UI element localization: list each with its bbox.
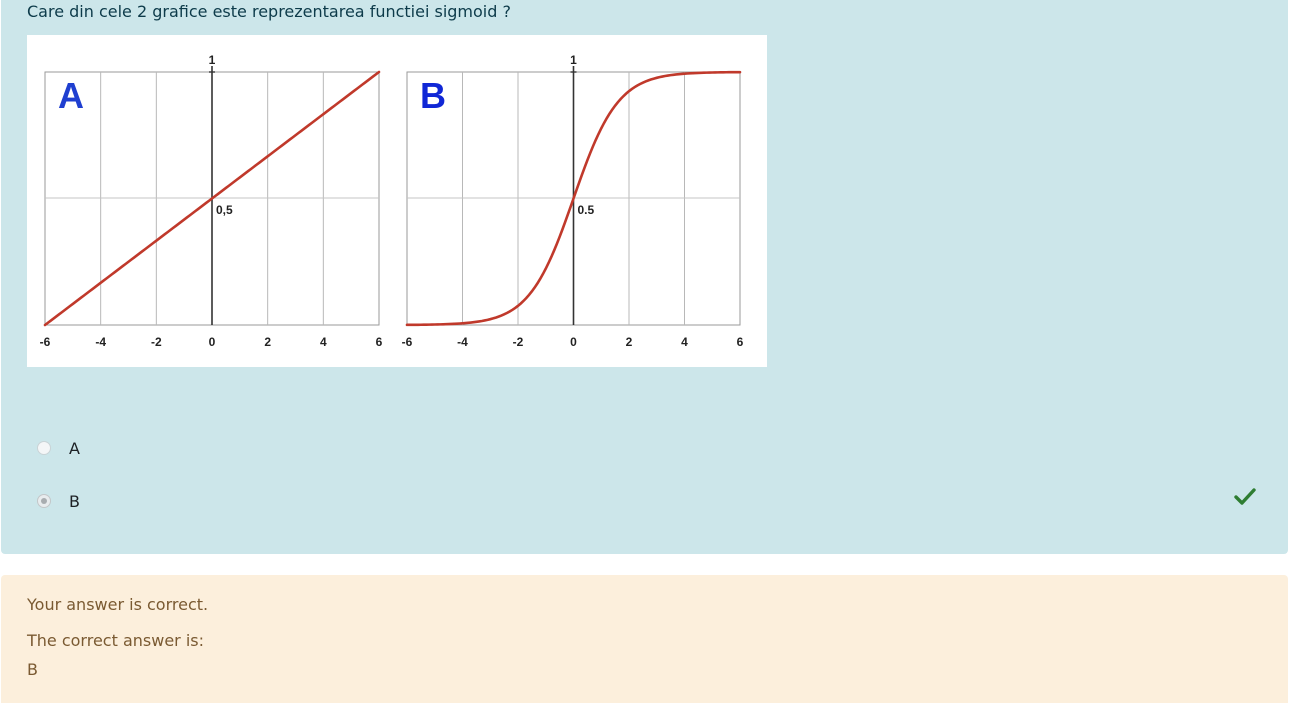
- x-tick-label: 2: [626, 335, 633, 349]
- x-tick-label: -4: [457, 335, 468, 349]
- option-b[interactable]: B: [37, 489, 80, 513]
- y-max-label: 1: [209, 53, 216, 67]
- x-tick-label: -4: [95, 335, 106, 349]
- x-tick-label: 6: [376, 335, 383, 349]
- correct-answer-value: B: [27, 660, 38, 679]
- x-tick-label: -6: [40, 335, 51, 349]
- mid-value-label: 0,5: [216, 203, 233, 217]
- option-a-label: A: [69, 438, 80, 458]
- function-graphs: -6 -4 -2 0 2 4 6 1 0,5 A -6 -4 -2 0 2 4 6 1 0.5 B: [40, 53, 744, 349]
- x-tick-label: 2: [264, 335, 271, 349]
- x-tick-label: -2: [151, 335, 162, 349]
- question-figure: -6 -4 -2 0 2 4 6 1 0,5 A -6 -4 -2 0 2 4 6 1 0.5 B: [27, 35, 767, 367]
- curve-b: [405, 70, 742, 327]
- x-tick-label: 4: [681, 335, 688, 349]
- x-tick-label: -6: [402, 335, 413, 349]
- panel-letter-a: A: [58, 75, 84, 116]
- correct-answer-label: The correct answer is:: [27, 631, 204, 650]
- mid-value-label: 0.5: [578, 203, 595, 217]
- x-tick-label: 4: [320, 335, 327, 349]
- radio-b[interactable]: [37, 494, 51, 508]
- feedback-result: Your answer is correct.: [27, 595, 209, 614]
- question-box: Care din cele 2 grafice este reprezentar…: [1, 0, 1288, 554]
- curve-a: [43, 70, 381, 327]
- check-icon: [1234, 488, 1256, 505]
- panel-letter-b: B: [420, 75, 446, 116]
- option-a[interactable]: A: [37, 436, 80, 460]
- x-tick-label: 6: [737, 335, 744, 349]
- feedback-box: Your answer is correct. The correct answ…: [1, 575, 1288, 703]
- x-tick-label: 0: [209, 335, 216, 349]
- question-text: Care din cele 2 grafice este reprezentar…: [27, 2, 511, 21]
- radio-a[interactable]: [37, 441, 51, 455]
- option-b-label: B: [69, 491, 80, 511]
- y-max-label: 1: [570, 53, 577, 67]
- x-tick-label: 0: [570, 335, 577, 349]
- x-tick-label: -2: [513, 335, 524, 349]
- radio-b-dot: [41, 498, 47, 504]
